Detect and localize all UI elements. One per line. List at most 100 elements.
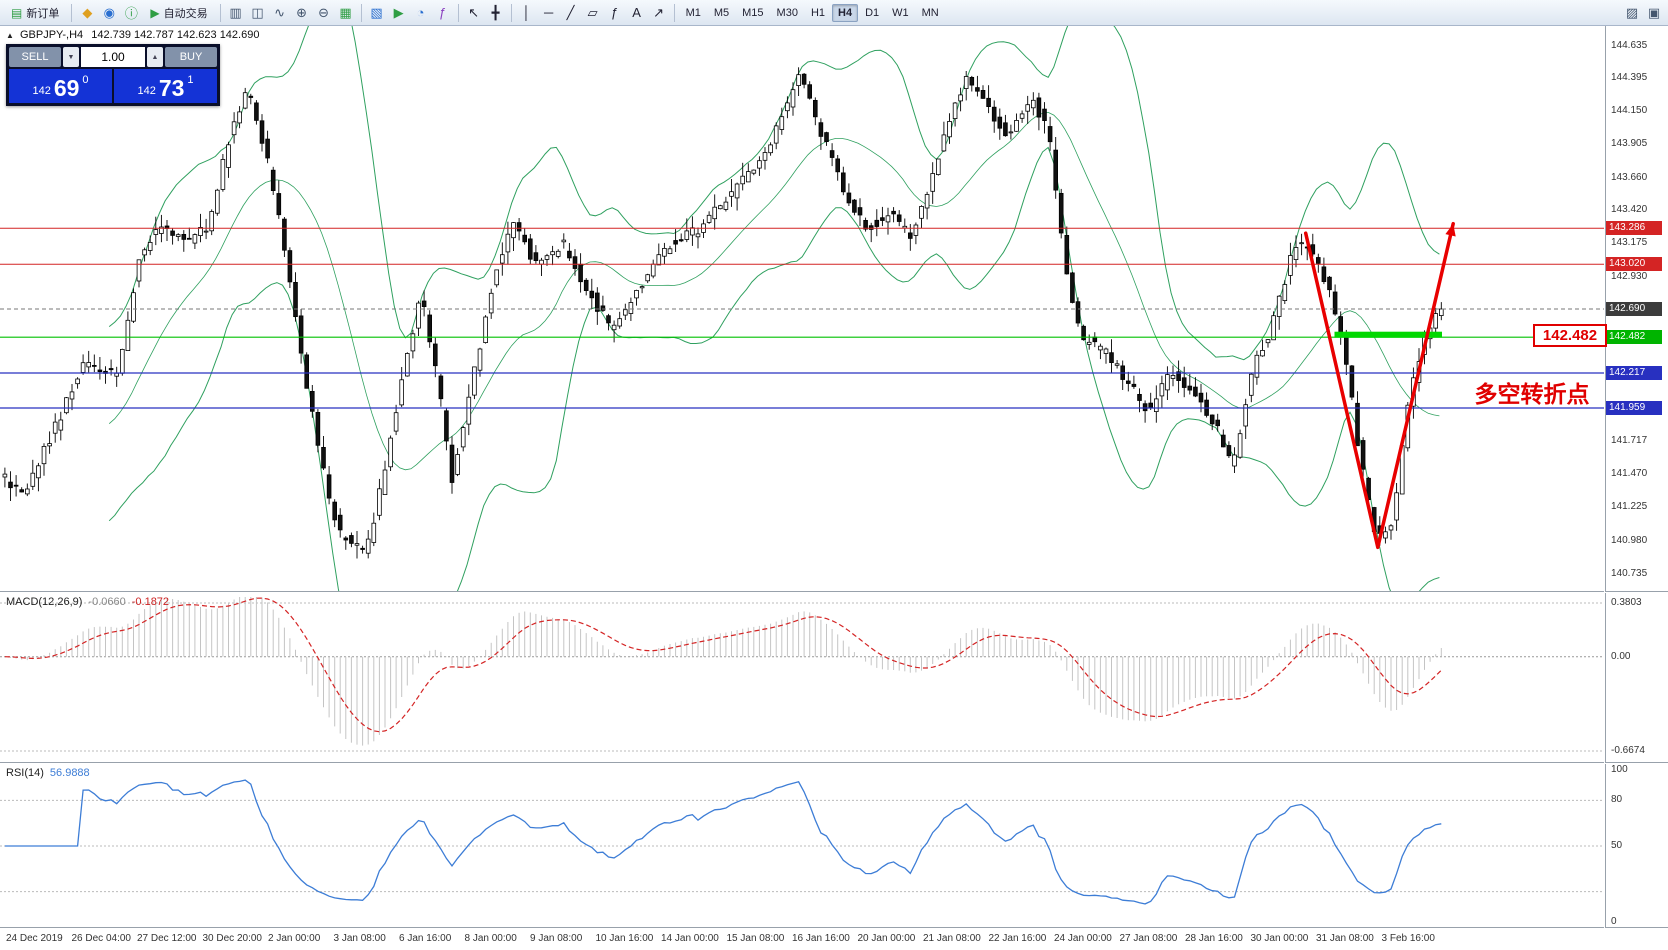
indicators-icon[interactable]: ƒ (438, 5, 447, 20)
time-axis-label: 27 Dec 12:00 (137, 933, 197, 944)
price-badge: 143.020 (1606, 257, 1662, 272)
bar-chart-icon[interactable]: ▥ (229, 4, 242, 20)
timeframe-h4-button[interactable]: H4 (832, 3, 859, 22)
line-chart-icon[interactable]: ∿ (274, 4, 286, 20)
price-tick: 143.905 (1611, 138, 1648, 150)
horizontal-line-icon[interactable]: ─ (543, 5, 554, 20)
bollinger-middle (108, 111, 1440, 471)
arrows-tool-icon[interactable]: ↗ (653, 4, 665, 20)
timeframe-w1-button[interactable]: W1 (892, 6, 909, 19)
timeframe-d1-button[interactable]: D1 (865, 6, 880, 19)
bid-price-button[interactable]: 142 69 0 (9, 69, 112, 103)
rsi-scale-label: 80 (1611, 794, 1623, 806)
time-axis-label: 22 Jan 16:00 (988, 933, 1047, 944)
vertical-line-icon[interactable]: │ (522, 5, 531, 20)
community-icon[interactable]: ⓘ (124, 6, 138, 21)
time-axis-label: 15 Jan 08:00 (726, 933, 785, 944)
symbol-marker-icon: ▲ (6, 31, 14, 40)
rsi-axis[interactable]: 100 80 50 0 (1605, 764, 1668, 928)
chart-shift-icon[interactable]: ▨ (1625, 4, 1639, 20)
candlestick-chart-icon[interactable]: ◫ (251, 4, 264, 20)
macd-axis[interactable]: 0.3803 0.00 -0.6674 (1605, 593, 1668, 763)
tile-windows-icon[interactable]: ▦ (339, 4, 352, 20)
time-axis-label: 24 Jan 00:00 (1054, 933, 1112, 944)
fibonacci-icon[interactable]: ƒ (610, 5, 619, 20)
timeframe-m1-button[interactable]: M1 (685, 6, 701, 19)
crosshair-icon[interactable]: ╋ (491, 4, 500, 20)
time-axis-label: 30 Jan 00:00 (1250, 933, 1309, 944)
timeframe-mn-button[interactable]: MN (921, 6, 939, 19)
new-order-icon: ▤ (11, 5, 23, 20)
time-axis-label: 31 Jan 08:00 (1316, 933, 1374, 944)
rsi-panel[interactable]: RSI(14) 56.9888 (0, 764, 1604, 928)
symbol-ohlc: 142.739 142.787 142.623 142.690 (91, 29, 260, 41)
timeframe-group: M1 M5 M15 M30 H1 H4 D1 W1 MN (680, 3, 945, 22)
auto-trading-button[interactable]: ▶ 自动交易 (150, 5, 208, 20)
cursor-icon[interactable]: ↖ (468, 4, 480, 20)
timeframe-m30-button[interactable]: M30 (776, 6, 798, 19)
time-axis-label: 8 Jan 00:00 (464, 933, 517, 944)
trendline-icon[interactable]: ╱ (566, 4, 575, 20)
toolbar-separator (360, 3, 362, 22)
chart-autoscroll-icon[interactable]: ▣ (1647, 4, 1661, 20)
time-axis-label: 30 Dec 20:00 (202, 933, 263, 944)
price-tick: 143.175 (1611, 237, 1648, 249)
auto-trading-icon: ▶ (150, 5, 160, 20)
volume-input[interactable] (81, 47, 145, 67)
macd-histogram (10, 597, 1442, 746)
timeframe-h1-button[interactable]: H1 (810, 6, 826, 19)
macd-signal-value: -0.1872 (131, 596, 170, 608)
zoom-in-icon[interactable]: ⊕ (296, 4, 308, 20)
bollinger-upper (108, 26, 1440, 361)
rsi-line (4, 779, 1442, 905)
chart-area[interactable]: ▲ GBPJPY-,H4 142.739 142.787 142.623 142… (0, 26, 1604, 592)
time-axis-label: 6 Jan 16:00 (399, 933, 452, 944)
buy-button[interactable]: BUY (165, 47, 217, 67)
rsi-name: RSI(14) (6, 767, 44, 779)
megaphone-icon[interactable]: ◆ (82, 4, 93, 20)
ask-price-button[interactable]: 142 73 1 (114, 69, 217, 103)
macd-chart (0, 597, 1604, 752)
price-badge: 141.959 (1606, 400, 1662, 415)
price-badge: 142.482 (1606, 330, 1662, 345)
price-tick: 144.150 (1611, 105, 1648, 117)
price-tick: 140.980 (1611, 534, 1648, 546)
time-axis-label: 26 Dec 04:00 (71, 933, 132, 944)
volume-decrease-button[interactable]: ▼ (63, 47, 79, 67)
history-center-icon[interactable]: ◔ (416, 5, 425, 20)
ask-prefix: 142 (137, 84, 156, 97)
price-chart[interactable] (0, 26, 1604, 592)
price-tick: 141.470 (1611, 468, 1648, 480)
candles (2, 67, 1444, 559)
new-order-button[interactable]: ▤ 新订单 (11, 5, 60, 20)
rsi-scale-label: 100 (1611, 764, 1628, 775)
time-axis-label: 3 Feb 16:00 (1381, 933, 1435, 944)
time-axis-label: 14 Jan 00:00 (661, 933, 719, 944)
timeframe-m5-button[interactable]: M5 (713, 6, 730, 19)
sell-button[interactable]: SELL (9, 47, 61, 67)
strategy-tester-icon[interactable]: ▶ (393, 4, 404, 20)
macd-scale-label: -0.6674 (1611, 745, 1645, 756)
equidistant-channel-icon[interactable]: ▱ (587, 4, 598, 20)
timeframe-m15-button[interactable]: M15 (742, 6, 764, 19)
highlight-bar (1334, 331, 1442, 338)
text-tool-icon[interactable]: A (632, 5, 641, 20)
time-axis-label: 2 Jan 00:00 (268, 933, 321, 944)
navigator-icon[interactable]: ▧ (370, 4, 383, 20)
volume-increase-button[interactable]: ▲ (147, 47, 163, 67)
toolbar-separator (673, 3, 675, 22)
time-axis-label: 16 Jan 16:00 (792, 933, 850, 944)
trend-arrow-head (1445, 223, 1456, 237)
macd-label: MACD(12,26,9) -0.0660 -0.1872 (6, 596, 169, 608)
macd-panel[interactable]: MACD(12,26,9) -0.0660 -0.1872 (0, 593, 1604, 763)
price-badge: 142.217 (1606, 366, 1662, 381)
price-callout: 142.482 (1532, 324, 1608, 348)
accounts-icon[interactable]: ◉ (103, 4, 116, 20)
time-axis-label: 10 Jan 16:00 (595, 933, 654, 944)
time-axis[interactable]: 24 Dec 2019 26 Dec 04:00 27 Dec 12:00 30 De… (0, 929, 1668, 950)
price-axis[interactable]: 144.635 144.395 144.150 143.905 143.660 143.4… (1605, 26, 1668, 592)
macd-scale-label: 0.3803 (1611, 596, 1642, 608)
zoom-out-icon[interactable]: ⊖ (318, 4, 330, 20)
time-axis-label: 21 Jan 08:00 (923, 933, 981, 944)
